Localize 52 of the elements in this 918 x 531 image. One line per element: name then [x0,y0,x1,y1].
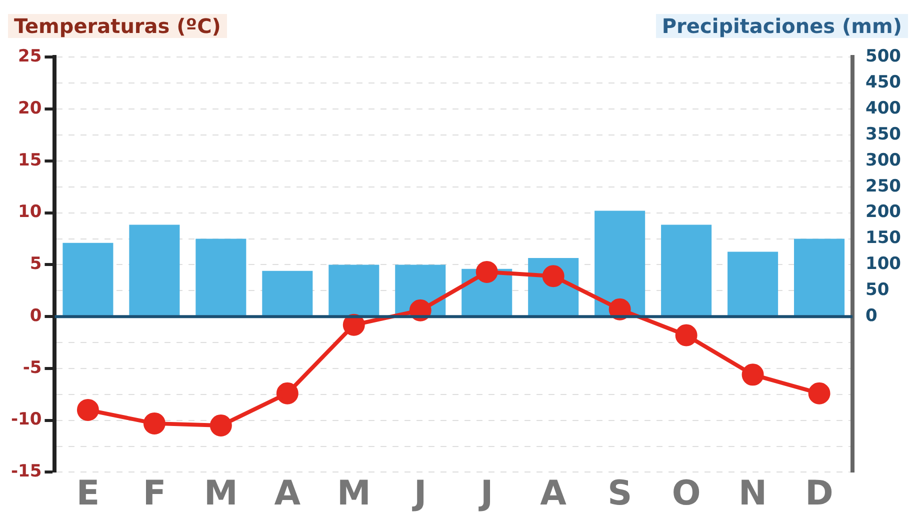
bar [328,264,380,317]
x-tick-label: A [274,473,302,514]
y2-tick-label: 250 [866,176,902,196]
x-tick-label: M [336,473,371,514]
y2-tick-label: 450 [866,72,902,93]
y2-axis-title: Precipitaciones (mm) [656,14,908,38]
y-tick-label: 10 [18,202,42,222]
point [675,324,698,346]
bar [661,224,712,317]
bar [728,252,778,317]
y2-tick-label: 300 [866,150,902,170]
point [342,314,365,336]
x-tick-label: F [142,473,166,514]
x-tick-label: J [412,473,427,514]
x-tick-label: N [738,473,768,514]
point [143,412,166,434]
y-tick-label: 0 [30,306,42,326]
point [276,382,298,404]
y2-tick-label: 350 [866,124,902,144]
y2-tick-label: 200 [866,202,902,222]
x-tick-label: D [805,473,834,514]
y2-tick-label: 500 [866,46,902,67]
bar [594,210,646,317]
y2-tick-label: 50 [866,280,890,300]
y-tick-label: 20 [18,98,42,118]
bar [129,224,180,317]
bar [262,270,313,317]
point [476,260,498,283]
y2-tick-label: 400 [866,98,902,118]
x-tick-label: A [540,473,568,514]
point [210,414,232,437]
point [76,398,99,421]
y-axis-title: Temperaturas (ºC) [8,14,227,38]
x-tick-label: E [76,473,100,514]
x-tick-label: M [204,473,238,514]
y-tick-label: -15 [10,462,42,482]
x-tick-label: J [478,473,494,514]
bar [196,238,246,317]
bar [794,238,845,317]
y-tick-label: 25 [18,46,42,67]
point [742,364,764,386]
bar [62,242,114,317]
y-tick-label: 15 [18,150,42,170]
x-tick-label: S [608,473,632,514]
x-tick-label: O [672,473,701,514]
y2-tick-label: 100 [866,254,902,274]
y2-tick-label: 0 [866,306,878,326]
point [808,382,830,404]
y-tick-label: 5 [30,254,42,274]
y-tick-label: -10 [10,410,42,430]
y-tick-label: -5 [22,358,42,378]
y2-tick-label: 150 [866,228,902,248]
